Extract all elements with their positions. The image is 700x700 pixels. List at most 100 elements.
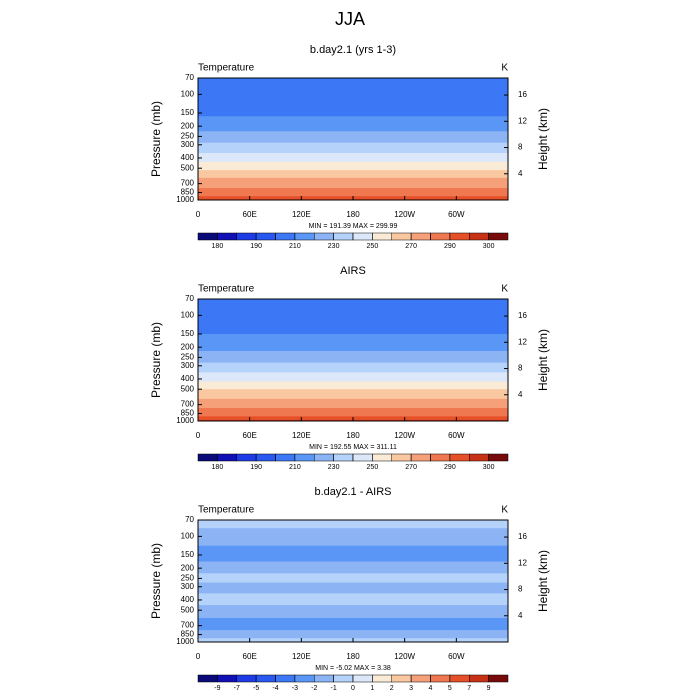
- y-tick-label: 400: [181, 595, 195, 604]
- field-band: [198, 558, 508, 561]
- field-band: [198, 405, 508, 408]
- field-band: [198, 554, 508, 558]
- colorbar-label: 0: [351, 685, 355, 692]
- field-band: [198, 159, 508, 162]
- left-label: Temperature: [198, 284, 255, 295]
- y2-tick-label: 4: [518, 390, 523, 399]
- y-tick-label: 1000: [176, 195, 194, 204]
- y2-tick-label: 12: [518, 558, 527, 567]
- field-band: [198, 577, 508, 579]
- right-label: K: [501, 505, 508, 516]
- y-tick-label: 250: [181, 132, 195, 141]
- field-band: [198, 356, 508, 358]
- field-band: [198, 574, 508, 577]
- field-band: [198, 172, 508, 175]
- field-band: [198, 146, 508, 149]
- field-band: [198, 139, 508, 142]
- colorbar-box: [294, 674, 315, 683]
- y-tick-label: 700: [181, 179, 195, 188]
- y-axis-label: Pressure (mb): [149, 101, 163, 177]
- field-band: [198, 352, 508, 355]
- colorbar-label: 250: [367, 464, 379, 471]
- field-band: [198, 82, 508, 85]
- field-band: [198, 581, 508, 584]
- field-band: [198, 193, 508, 195]
- field-band: [198, 552, 508, 556]
- right-label: K: [501, 63, 508, 74]
- x-tick-label: 60E: [243, 652, 257, 661]
- colorbar-box: [391, 674, 412, 683]
- field-band: [198, 364, 508, 367]
- field-band: [198, 103, 508, 107]
- y-tick-label: 850: [181, 630, 195, 639]
- colorbar-label: 5: [448, 685, 452, 692]
- field-band: [198, 326, 508, 330]
- field-band: [198, 184, 508, 187]
- field-band: [198, 596, 508, 599]
- y-tick-label: 100: [181, 89, 195, 98]
- field-band: [198, 88, 508, 91]
- field-band: [198, 189, 508, 191]
- field-band: [198, 140, 508, 143]
- field-band: [198, 402, 508, 406]
- x-tick-label: 120W: [394, 210, 415, 219]
- field-band: [198, 547, 508, 551]
- field-band: [198, 393, 508, 396]
- field-band: [198, 105, 508, 109]
- colorbar-label: 190: [250, 243, 262, 250]
- colorbar-box: [197, 453, 218, 462]
- field-band: [198, 161, 508, 164]
- y2-tick-label: 8: [518, 585, 523, 594]
- field-band: [198, 122, 508, 126]
- y2-tick-label: 12: [518, 337, 527, 346]
- field-band: [198, 570, 508, 573]
- field-band: [198, 381, 508, 384]
- colorbar-box: [197, 232, 218, 241]
- field-band: [198, 404, 508, 407]
- colorbar-label: -9: [214, 685, 220, 692]
- field-band: [198, 580, 508, 583]
- y2-tick-label: 8: [518, 143, 523, 152]
- panel-title: AIRS: [340, 265, 366, 277]
- field-band: [198, 578, 508, 580]
- y-tick-label: 200: [181, 121, 195, 130]
- field-band: [198, 605, 508, 607]
- colorbar-box: [333, 453, 354, 462]
- panel-title: b.day2.1 - AIRS: [314, 486, 391, 498]
- y-tick-label: 500: [181, 384, 195, 393]
- field-band: [198, 563, 508, 566]
- field-band: [198, 94, 508, 98]
- colorbar-label: 190: [250, 464, 262, 471]
- colorbar-label: 9: [487, 685, 491, 692]
- field-band: [198, 329, 508, 333]
- field-band: [198, 588, 508, 591]
- x-tick-label: 180: [346, 210, 360, 219]
- field-band: [198, 299, 508, 302]
- field-band: [198, 190, 508, 192]
- field-band: [198, 179, 508, 183]
- field-band: [198, 382, 508, 385]
- field-band: [198, 635, 508, 637]
- field-band: [198, 143, 508, 146]
- colorbar-label: 270: [405, 243, 417, 250]
- field-band: [198, 358, 508, 360]
- field-band: [198, 126, 508, 128]
- field-band: [198, 375, 508, 378]
- y-tick-label: 700: [181, 400, 195, 409]
- field-band: [198, 343, 508, 347]
- field-band: [198, 168, 508, 171]
- colorbar-box: [255, 674, 276, 683]
- field-band: [198, 173, 508, 177]
- y2-tick-label: 4: [518, 611, 523, 620]
- field-band: [198, 185, 508, 188]
- field-band: [198, 621, 508, 625]
- field-band: [198, 607, 508, 610]
- field-band: [198, 149, 508, 152]
- colorbar-label: -1: [331, 685, 337, 692]
- colorbar-box: [314, 232, 334, 241]
- field-band: [198, 144, 508, 147]
- field-band: [198, 564, 508, 568]
- field-band: [198, 317, 508, 321]
- colorbar-label: 290: [444, 243, 456, 250]
- field-band: [198, 591, 508, 594]
